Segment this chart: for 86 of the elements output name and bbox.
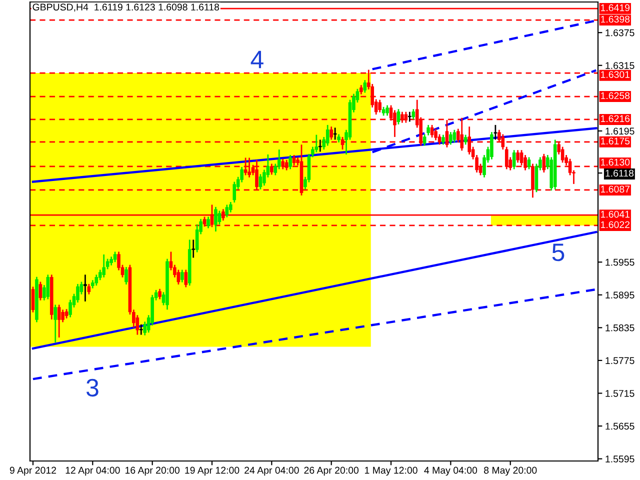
- ref-line-label: 1.6216: [601, 115, 630, 122]
- y-tick-label: 1.5895: [606, 292, 634, 299]
- candlestick: [434, 128, 438, 141]
- candlestick: [102, 254, 106, 278]
- candlestick: [54, 304, 58, 344]
- ref-line-label: 1.6398: [601, 16, 630, 23]
- y-tick-label: 1.5715: [606, 390, 634, 397]
- candlestick: [396, 108, 400, 126]
- candlestick: [442, 134, 445, 146]
- candlestick: [192, 239, 196, 258]
- annotation: 3: [86, 378, 98, 397]
- x-tick-label: 1 May 12:00: [365, 466, 418, 476]
- x-tick-label: 16 Apr 20:00: [126, 466, 180, 476]
- x-tick-label: 4 May 04:00: [424, 466, 478, 476]
- candlestick: [326, 124, 330, 146]
- candlestick: [464, 134, 468, 146]
- candlestick: [408, 111, 412, 122]
- candlestick: [516, 149, 520, 164]
- candlestick: [270, 163, 274, 176]
- candlestick: [494, 124, 498, 140]
- candlestick: [113, 251, 117, 263]
- x-tick-label: 19 Apr 12:00: [185, 466, 240, 476]
- candlestick: [560, 146, 564, 164]
- y-tick-label: 1.5595: [606, 456, 634, 462]
- y-tick-label: 1.6375: [606, 29, 634, 36]
- candlestick: [363, 79, 367, 94]
- candlestick: [84, 274, 87, 302]
- ref-line-label: 1.6175: [601, 138, 630, 144]
- candlestick: [228, 201, 232, 214]
- candlestick: [258, 173, 262, 190]
- x-tick-label: 9 Apr 2012: [10, 466, 56, 476]
- ref-line-label: 1.6041: [601, 210, 630, 218]
- y-tick-label: 1.6195: [606, 128, 634, 135]
- candlestick: [490, 131, 494, 160]
- candlestick: [512, 149, 516, 170]
- candlestick: [314, 134, 318, 153]
- candlestick: [386, 104, 389, 116]
- candlestick: [426, 124, 430, 136]
- candlestick: [180, 269, 184, 284]
- candlestick: [64, 308, 68, 320]
- candlestick: [31, 286, 35, 314]
- y-tick-label: 1.5775: [606, 357, 634, 364]
- ref-line-label: 1.6419: [601, 4, 630, 12]
- x-tick-label: 26 Apr 20:00: [304, 466, 359, 476]
- x-tick-label: 8 May 20:00: [484, 466, 537, 476]
- candlestick: [184, 269, 188, 288]
- candlestick: [318, 139, 322, 152]
- candlestick: [61, 308, 64, 323]
- candlestick: [218, 210, 222, 226]
- ref-line-label: 1.6130: [601, 158, 630, 166]
- y-tick-label: 1.5955: [606, 258, 634, 266]
- x-tick-label: 24 Apr 04:00: [244, 466, 299, 476]
- candlestick: [412, 108, 416, 120]
- candlestick: [214, 206, 218, 232]
- candlestick: [445, 119, 449, 148]
- candlestick: [288, 154, 292, 170]
- candlestick: [76, 283, 80, 304]
- candlestick: [176, 269, 180, 286]
- candlestick: [46, 274, 50, 300]
- candlestick: [527, 156, 531, 170]
- candlestick: [94, 274, 98, 286]
- candlestick: [87, 283, 91, 296]
- candlestick: [206, 216, 210, 229]
- ref-line-label: 1.6258: [601, 92, 630, 100]
- y-tick-label: 1.6118: [606, 170, 634, 177]
- annotation: 4: [250, 50, 264, 68]
- candlestick: [124, 266, 128, 286]
- candlestick: [38, 281, 42, 302]
- annotation: 5: [552, 244, 564, 262]
- candlestick: [449, 131, 452, 146]
- candlestick: [57, 304, 61, 338]
- candlestick: [232, 181, 236, 204]
- ref-line-label: 1.6301: [601, 71, 630, 78]
- y-tick-label: 1.6315: [606, 62, 634, 70]
- candlestick: [158, 288, 162, 300]
- chart-title: GBPUSD,H4 1.6119 1.6123 1.6098 1.6118: [32, 4, 220, 12]
- y-tick-label: 1.5835: [606, 324, 634, 332]
- candlestick: [225, 204, 229, 218]
- candlestick: [378, 99, 382, 114]
- x-tick-label: 12 Apr 04:00: [66, 466, 120, 476]
- candlestick: [422, 134, 426, 146]
- candlestick: [452, 129, 456, 144]
- ref-line-label: 1.6087: [601, 186, 630, 193]
- candlestick: [139, 324, 143, 336]
- ref-line-label: 1.6022: [601, 221, 630, 228]
- y-tick-label: 1.5655: [606, 422, 634, 430]
